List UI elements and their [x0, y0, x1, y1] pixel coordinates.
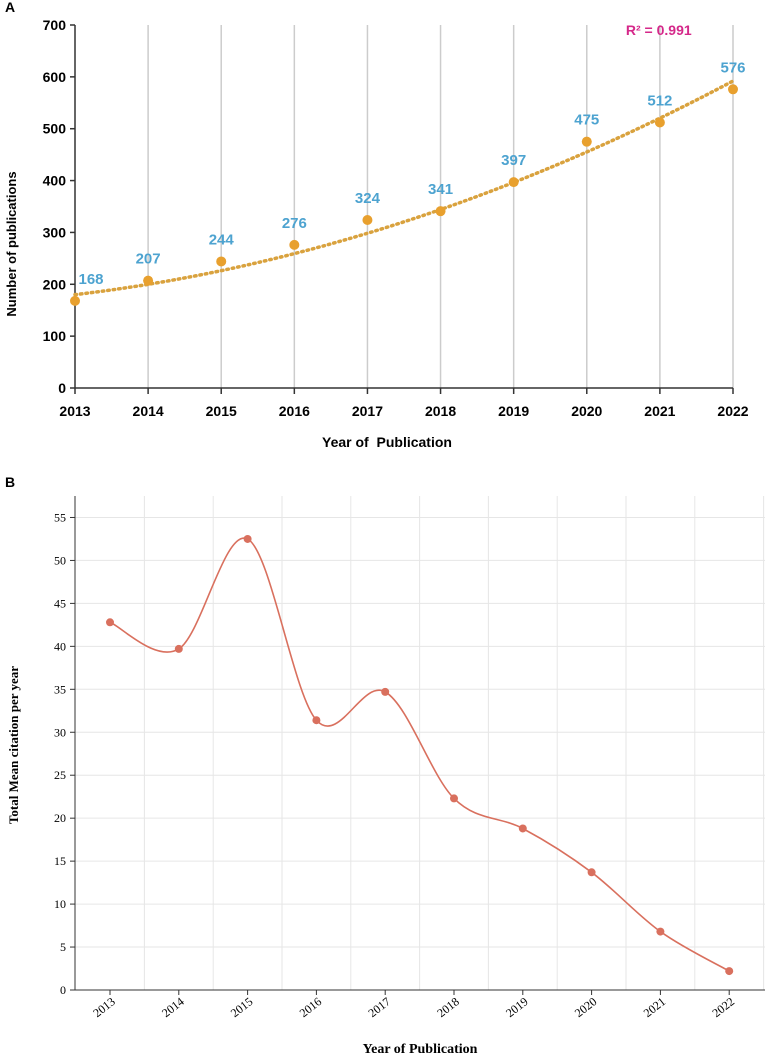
panel-b-data-point: [725, 967, 734, 976]
panel-a-data-point: [70, 295, 80, 306]
panel-b-x-tick-label: 2018: [434, 994, 462, 1020]
panel-b-x-axis-title: Year of Publication: [363, 1042, 478, 1056]
panel-b-data-point: [587, 868, 596, 877]
panel-a-data-point: [508, 177, 519, 188]
panel-a-y-tick-label: 700: [43, 17, 67, 33]
panel-a-y-axis-title: Number of publications: [4, 171, 19, 316]
panel-a-data-point: [654, 117, 665, 128]
panel-a-data-label: 207: [136, 251, 161, 268]
panel-a-x-tick-label: 2020: [571, 403, 602, 419]
panel-a-y-tick-label: 400: [43, 173, 67, 189]
panel-b-data-point: [312, 716, 321, 725]
panel-b-data-point: [518, 824, 527, 833]
panel-a-data-label: 576: [720, 59, 745, 76]
panel-a-data-point: [728, 84, 738, 95]
panel-a-y-tick-label: 0: [58, 380, 66, 396]
panel-a-data-label: 512: [647, 92, 672, 109]
panel-a-data-point: [435, 206, 446, 217]
panel-a-x-tick-label: 2017: [352, 403, 383, 419]
panel-b-data-point: [450, 794, 458, 803]
panel-b-y-tick-label: 35: [54, 682, 66, 696]
panel-a-data-label: 168: [78, 271, 103, 288]
panel-a-trendline: [73, 79, 735, 297]
panel-b-y-tick-label: 45: [54, 596, 66, 610]
panel-a-y-tick-label: 100: [43, 328, 67, 344]
panel-b-data-point: [656, 927, 665, 936]
panel-b-x-tick-label: 2015: [228, 994, 256, 1020]
panel-b-label: B: [5, 474, 15, 490]
panel-a-x-tick-label: 2015: [206, 403, 237, 419]
panel-a-data-point: [581, 136, 592, 147]
panel-b-y-tick-label: 10: [54, 897, 66, 911]
panel-b-y-tick-label: 0: [60, 983, 66, 997]
panel-b-x-tick-label: 2021: [641, 994, 669, 1020]
panel-a-x-tick-label: 2019: [498, 403, 529, 419]
panel-a-x-tick-label: 2022: [717, 403, 748, 419]
panel-a-data-point: [216, 256, 227, 267]
panel-b-data-point: [174, 644, 183, 653]
panel-a-data-label: 475: [574, 112, 599, 129]
panel-a-x-tick-label: 2014: [133, 403, 164, 419]
panel-b-x-tick-label: 2022: [710, 994, 738, 1020]
panel-a-label: A: [5, 0, 15, 15]
panel-a-y-tick-label: 500: [43, 121, 67, 137]
panel-b-y-tick-label: 5: [60, 940, 66, 954]
panel-a-data-label: 324: [355, 190, 381, 207]
panel-b-y-tick-label: 40: [54, 639, 66, 653]
panel-a-x-tick-label: 2013: [59, 403, 90, 419]
panel-a-data-label: 276: [282, 215, 307, 232]
panel-a-x-tick-label: 2018: [425, 403, 456, 419]
panel-a-data-point: [143, 275, 154, 286]
panel-b-x-tick-label: 2013: [90, 994, 118, 1020]
panel-b-y-axis-title: Total Mean citation per year: [6, 666, 21, 824]
r-squared-annotation: R² = 0.991: [626, 22, 692, 38]
panel-a-x-tick-label: 2016: [279, 403, 310, 419]
panel-b-data-point: [106, 618, 114, 627]
panel-b: B Year of Publication Total Mean citatio…: [5, 474, 765, 1056]
panel-b-data-point: [381, 687, 390, 696]
panel-a-data-label: 244: [209, 231, 235, 248]
panel-a-y-tick-label: 200: [43, 276, 67, 292]
panel-a: A Year of Publication Number of publicat…: [4, 0, 749, 450]
panel-b-x-tick-label: 2020: [572, 994, 600, 1020]
panel-b-x-tick-label: 2017: [366, 994, 394, 1020]
panel-b-y-tick-label: 55: [54, 510, 66, 524]
panel-a-x-axis-title: Year of Publication: [322, 434, 452, 450]
panel-b-y-tick-label: 30: [54, 725, 66, 739]
panel-b-y-tick-label: 25: [54, 768, 66, 782]
panel-a-x-tick-label: 2021: [644, 403, 675, 419]
panel-a-y-tick-label: 300: [43, 224, 67, 240]
panel-a-data-label: 341: [428, 181, 453, 198]
panel-a-data-point: [362, 214, 373, 225]
panel-a-data-label: 397: [501, 152, 526, 169]
panel-b-data-point: [243, 534, 252, 543]
panel-b-x-tick-label: 2019: [503, 994, 531, 1020]
panel-a-data-point: [289, 239, 300, 250]
panel-a-y-tick-label: 600: [43, 69, 67, 85]
panel-b-y-tick-label: 15: [54, 854, 66, 868]
panel-b-x-tick-label: 2016: [297, 994, 325, 1020]
panel-b-y-tick-label: 20: [54, 811, 66, 825]
panel-b-x-tick-label: 2014: [159, 994, 187, 1020]
panel-b-y-tick-label: 50: [54, 553, 66, 567]
